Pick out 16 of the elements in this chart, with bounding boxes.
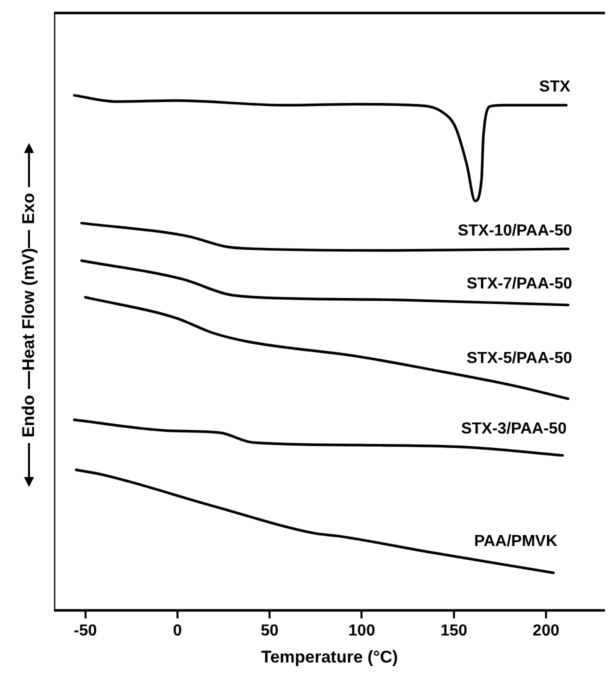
x-tick-label: 200: [532, 622, 560, 640]
series-label: STX-10/PAA-50: [458, 222, 572, 240]
text: Endo: [19, 394, 39, 438]
x-axis-title: Temperature (°C): [261, 647, 398, 666]
series-label: STX: [539, 78, 571, 96]
series-label: PAA/PMVK: [474, 532, 558, 550]
x-tick-label: 0: [173, 622, 182, 640]
series-label: STX-7/PAA-50: [466, 275, 572, 292]
y-axis-title: Heat Flow (mV): [19, 248, 39, 371]
x-tick-label: 100: [348, 622, 376, 640]
x-tick-label: 150: [440, 622, 468, 640]
series-label: STX-5/PAA-50: [466, 350, 572, 367]
text: Exo: [19, 193, 39, 224]
series-label: STX-3/PAA-50: [461, 420, 567, 438]
x-tick-label: 50: [260, 622, 279, 640]
x-tick-label: -50: [74, 622, 97, 640]
